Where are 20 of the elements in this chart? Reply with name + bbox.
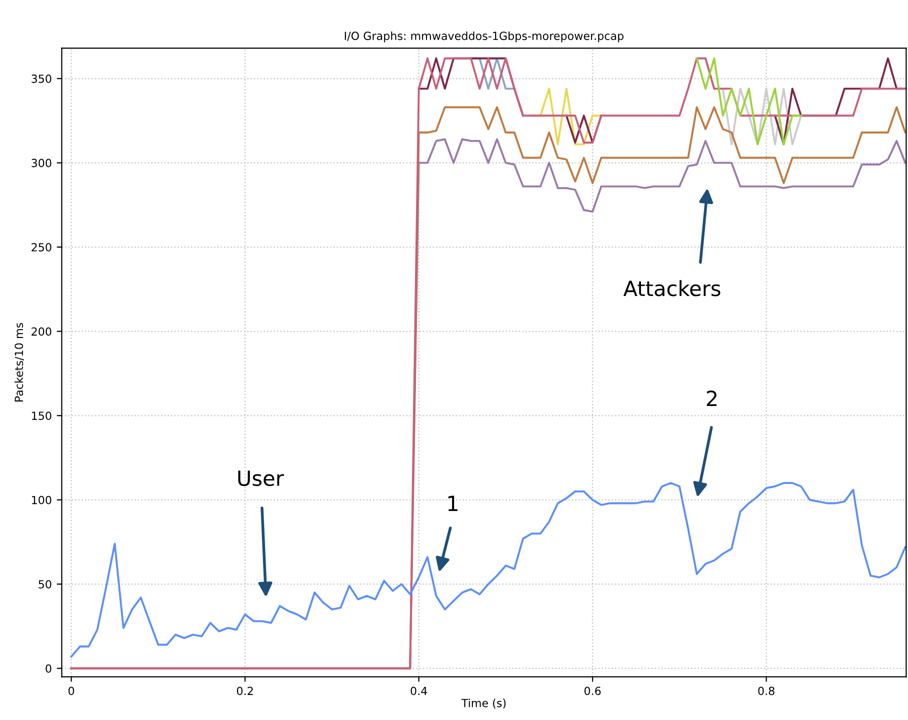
y-tick-label: 150 bbox=[32, 412, 52, 420]
x-tick-label: 0.2 bbox=[236, 686, 253, 696]
annotation: 1 bbox=[448, 496, 458, 511]
annotation: 2 bbox=[706, 390, 717, 406]
y-tick-label: 250 bbox=[32, 243, 52, 252]
y-tick-label: 0 bbox=[46, 664, 52, 673]
y-tick-label: 100 bbox=[32, 496, 52, 504]
y-tick-label: 300 bbox=[32, 158, 52, 168]
chart-title: I/O Graphs: mmwaveddos-1Gbps-morepower.pcap bbox=[344, 31, 624, 42]
annotation: Attackers bbox=[623, 280, 720, 296]
y-tick-label: 50 bbox=[38, 580, 52, 588]
x-tick-label: 0.8 bbox=[758, 686, 774, 696]
x-axis-title: Time (s) bbox=[461, 698, 506, 709]
y-tick-label: 350 bbox=[32, 74, 52, 83]
y-tick-label: 200 bbox=[32, 327, 52, 336]
x-tick-label: 0 bbox=[68, 686, 74, 696]
y-axis-title: Packets/10 ms bbox=[14, 322, 24, 402]
x-tick-label: 0.6 bbox=[584, 686, 601, 696]
x-tick-label: 0.4 bbox=[410, 686, 428, 696]
annotation: User bbox=[238, 470, 284, 486]
